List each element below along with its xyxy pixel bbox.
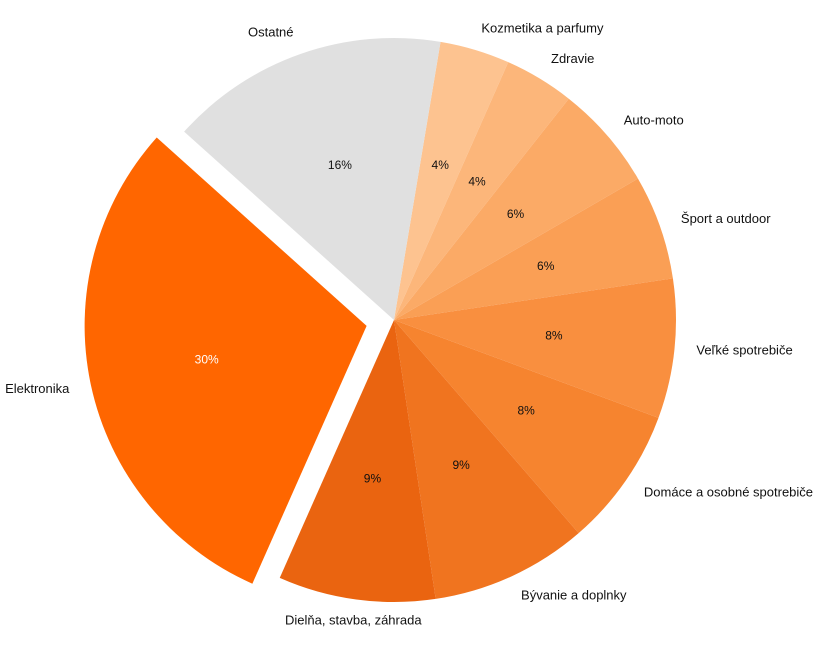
pie-slice-ostatne bbox=[184, 38, 441, 321]
slice-category-label: Šport a outdoor bbox=[681, 211, 771, 226]
slice-category-label: Ostatné bbox=[248, 25, 294, 40]
pie-slice-sport-a-outdoor bbox=[394, 178, 673, 320]
slice-percent-label: 8% bbox=[517, 404, 535, 418]
pie-slice-dielna-stavba-zahrada bbox=[279, 320, 436, 602]
slice-percent-label: 4% bbox=[432, 158, 450, 172]
slice-percent-label: 9% bbox=[452, 458, 470, 472]
pie-slice-byvanie-a-doplnky bbox=[394, 320, 579, 599]
slice-percent-label: 6% bbox=[507, 207, 525, 221]
slice-percent-label: 6% bbox=[537, 259, 555, 273]
slice-category-label: Kozmetika a parfumy bbox=[481, 20, 604, 35]
slice-percent-label: 30% bbox=[195, 352, 219, 366]
slice-category-label: Zdravie bbox=[551, 51, 594, 66]
pie-slice-auto-moto bbox=[394, 98, 638, 321]
pie-slice-zdravie bbox=[394, 62, 569, 320]
slice-percent-label: 16% bbox=[328, 158, 352, 172]
slice-category-label: Domáce a osobné spotrebiče bbox=[644, 484, 813, 499]
slice-percent-label: 8% bbox=[545, 329, 563, 343]
slice-category-label: Auto-moto bbox=[624, 112, 684, 127]
slice-category-label: Bývanie a doplnky bbox=[521, 588, 627, 603]
pie-slice-velke-spotrebice bbox=[394, 278, 677, 418]
pie-slice-elektronika bbox=[84, 137, 367, 584]
pie-slice-kozmetika-a-parfumy bbox=[394, 41, 509, 320]
slice-percent-label: 4% bbox=[468, 175, 486, 189]
slice-percent-label: 9% bbox=[364, 471, 382, 485]
slice-category-label: Dielňa, stavba, záhrada bbox=[285, 613, 422, 628]
slice-category-label: Elektronika bbox=[5, 381, 70, 396]
slice-category-label: Veľké spotrebiče bbox=[696, 343, 792, 358]
pie-slice-domace-a-osobne-spotrebice bbox=[394, 320, 659, 534]
